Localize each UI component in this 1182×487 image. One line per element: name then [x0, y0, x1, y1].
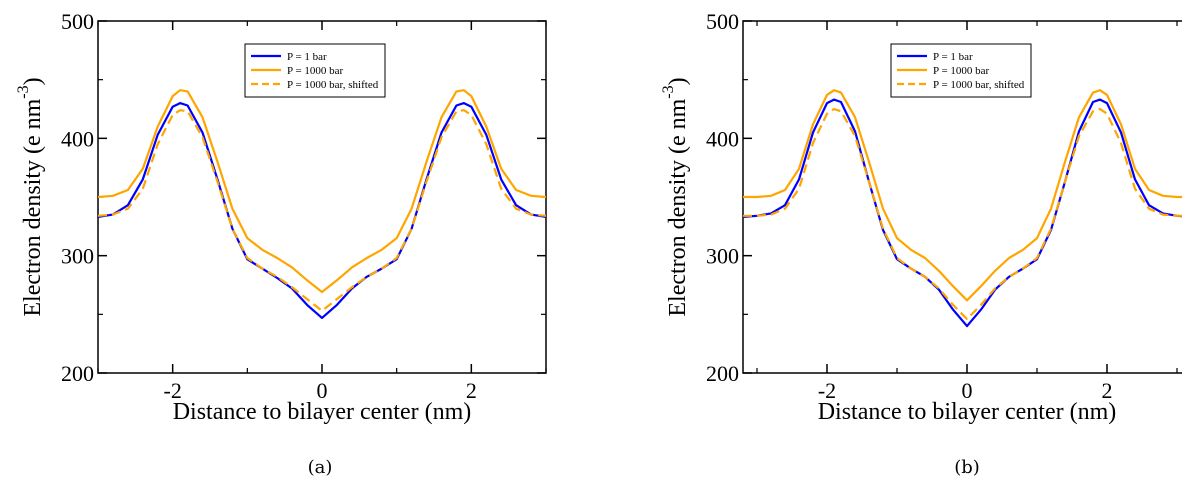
y-axis-title-main: Electron density (e nm: [20, 98, 46, 316]
legend-label-1: P = 1000 bar: [287, 65, 344, 77]
x-tick-label: -2: [164, 378, 182, 403]
y-axis-title: Electron density (e nm-3): [660, 77, 691, 316]
y-tick-label: 200: [706, 361, 739, 386]
y-tick-label: 300: [61, 244, 94, 269]
y-tick-label: 400: [706, 126, 739, 151]
subfigure-caption: (a): [308, 457, 333, 478]
series-line-2: [98, 109, 546, 312]
x-tick-label: 2: [466, 378, 477, 403]
y-tick-label: 200: [61, 361, 94, 386]
y-axis-title: Electron density (e nm-3): [15, 77, 46, 316]
subfigure-caption: (b): [954, 457, 980, 478]
y-axis-title-close: ): [665, 77, 691, 85]
series-line-0: [743, 98, 1182, 328]
y-axis-title-close: ): [20, 77, 46, 85]
series-group: [743, 89, 1182, 328]
x-tick-label: 0: [317, 378, 328, 403]
y-tick-label: 300: [706, 244, 739, 269]
y-tick-label: 400: [61, 126, 94, 151]
series-line-0: [98, 102, 546, 319]
y-tick-label: 500: [61, 9, 94, 34]
legend-label-1: P = 1000 bar: [933, 65, 990, 77]
x-tick-label: 2: [1102, 378, 1113, 403]
legend-label-2: P = 1000 bar, shifted: [287, 79, 379, 91]
series-line-1: [98, 89, 546, 294]
legend-box: [890, 43, 1032, 98]
y-axis-title-sup: -3: [15, 85, 32, 98]
legend-label-2: P = 1000 bar, shifted: [933, 79, 1025, 91]
series-group: [98, 89, 546, 319]
chart-panel-a: 200 300 400 500 -2 0 2 Distance to bilayer cent…: [15, 9, 547, 478]
chart-panel-b: 200 300 400 500 -2 0 2 Distance to bilayer cent…: [591, 0, 1182, 487]
y-tick-label: 500: [706, 9, 739, 34]
x-axis-title: Distance to bilayer center (nm): [818, 399, 1117, 425]
legend-label-0: P = 1 bar: [287, 51, 327, 63]
y-axis-title-sup: -3: [660, 85, 677, 98]
series-line-1: [743, 89, 1182, 302]
x-tick-label: -2: [818, 378, 836, 403]
x-axis-title: Distance to bilayer center (nm): [173, 399, 472, 425]
x-tick-label: 0: [962, 378, 973, 403]
y-axis-title-main: Electron density (e nm: [665, 98, 691, 316]
series-line-2: [743, 107, 1182, 321]
legend-label-0: P = 1 bar: [933, 51, 973, 63]
